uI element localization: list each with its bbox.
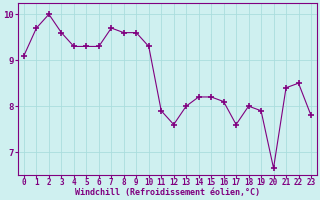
X-axis label: Windchill (Refroidissement éolien,°C): Windchill (Refroidissement éolien,°C) [75, 188, 260, 197]
